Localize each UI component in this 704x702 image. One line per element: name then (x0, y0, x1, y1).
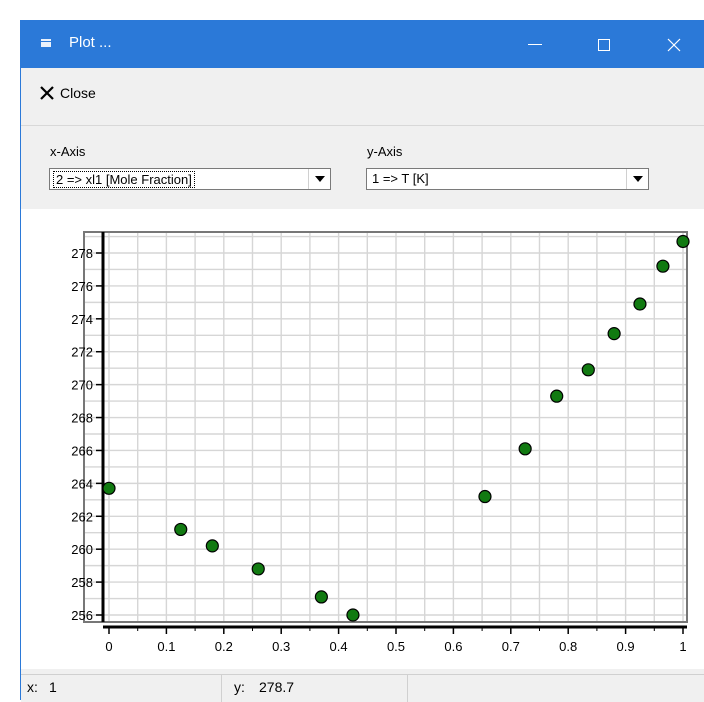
data-point (676, 234, 690, 249)
data-point (518, 442, 532, 456)
y-tick-label: 264 (71, 476, 93, 491)
status-x-value: 1 (49, 679, 57, 695)
data-point (251, 562, 265, 576)
data-point (550, 389, 564, 403)
window-icon (41, 39, 51, 47)
y-tick-label: 258 (71, 575, 93, 590)
y-tick-label: 278 (71, 246, 93, 261)
maximize-icon (598, 38, 610, 51)
status-divider (407, 675, 408, 702)
x-axis-selector-label: x-Axis (50, 144, 86, 159)
status-bar: x: 1 y: 278.7 (21, 674, 704, 702)
x-tick-label: 0 (105, 639, 112, 654)
data-point (102, 481, 116, 495)
scatter-chart[interactable]: 0 0.1 0.2 0.3 0.4 0.5 0.6 0.7 0.8 0.9 1 256 258 260 26… (21, 209, 704, 669)
close-button-label: Close (60, 85, 96, 101)
x-axis-dropdown[interactable]: 2 => xl1 [Mole Fraction] (49, 168, 331, 190)
x-tick-label: 0.2 (215, 639, 233, 654)
chevron-down-icon[interactable] (626, 169, 648, 189)
y-tick-label: 266 (71, 443, 93, 458)
data-point (314, 590, 328, 604)
x-icon (40, 86, 54, 100)
x-tick-label: 0.6 (444, 639, 462, 654)
toolbar: Close (21, 68, 704, 124)
y-tick-label: 262 (71, 509, 93, 524)
close-icon (667, 38, 681, 51)
x-tick-label: 1 (679, 639, 686, 654)
data-point (656, 259, 670, 273)
x-tick-label: 0.1 (157, 639, 175, 654)
data-point (174, 522, 188, 537)
x-tick-label: 0.3 (272, 639, 290, 654)
y-axis-dropdown-value: 1 => T [K] (372, 171, 429, 186)
y-axis-dropdown[interactable]: 1 => T [K] (366, 168, 649, 190)
y-tick-label: 276 (71, 279, 93, 294)
plot-background (84, 232, 687, 622)
data-point (478, 489, 492, 504)
minimize-button[interactable] (512, 21, 558, 68)
y-tick-label: 256 (71, 608, 93, 623)
y-tick-label: 274 (71, 312, 93, 327)
x-tick-label: 0.5 (387, 639, 405, 654)
title-bar[interactable]: Plot ... (21, 21, 704, 68)
x-axis-dropdown-value: 2 => xl1 [Mole Fraction] (53, 171, 195, 188)
window-title: Plot ... (69, 34, 112, 51)
y-tick-label: 272 (71, 345, 93, 360)
plot-frame (83, 231, 688, 623)
status-x-label: x: (27, 679, 38, 695)
separator (21, 125, 704, 126)
data-point (633, 297, 647, 311)
window-close-button[interactable] (651, 21, 697, 68)
x-tick-label: 0.7 (502, 639, 520, 654)
x-tick-label: 0.4 (330, 639, 348, 654)
y-tick-label: 270 (71, 378, 93, 393)
y-tick-label: 260 (71, 542, 93, 557)
status-divider (221, 675, 222, 702)
maximize-button[interactable] (581, 21, 627, 68)
x-tick-label: 0.9 (617, 639, 635, 654)
y-tick-label: 268 (71, 411, 93, 426)
minimize-icon (528, 44, 542, 45)
chevron-down-icon[interactable] (308, 169, 330, 189)
y-axis-selector-label: y-Axis (367, 144, 403, 159)
status-y-label: y: (234, 679, 245, 695)
data-point (607, 327, 621, 341)
data-point (581, 363, 595, 377)
data-point (346, 608, 360, 622)
close-button[interactable]: Close (39, 85, 96, 101)
plot-window: Plot ... Close x-Axis 2 => xl1 [Mole Fra… (20, 20, 704, 702)
status-y-value: 278.7 (259, 679, 295, 695)
data-point (205, 539, 219, 553)
plot-area[interactable]: 0 0.1 0.2 0.3 0.4 0.5 0.6 0.7 0.8 0.9 1 256 258 260 26… (21, 209, 704, 669)
x-tick-label: 0.8 (559, 639, 577, 654)
